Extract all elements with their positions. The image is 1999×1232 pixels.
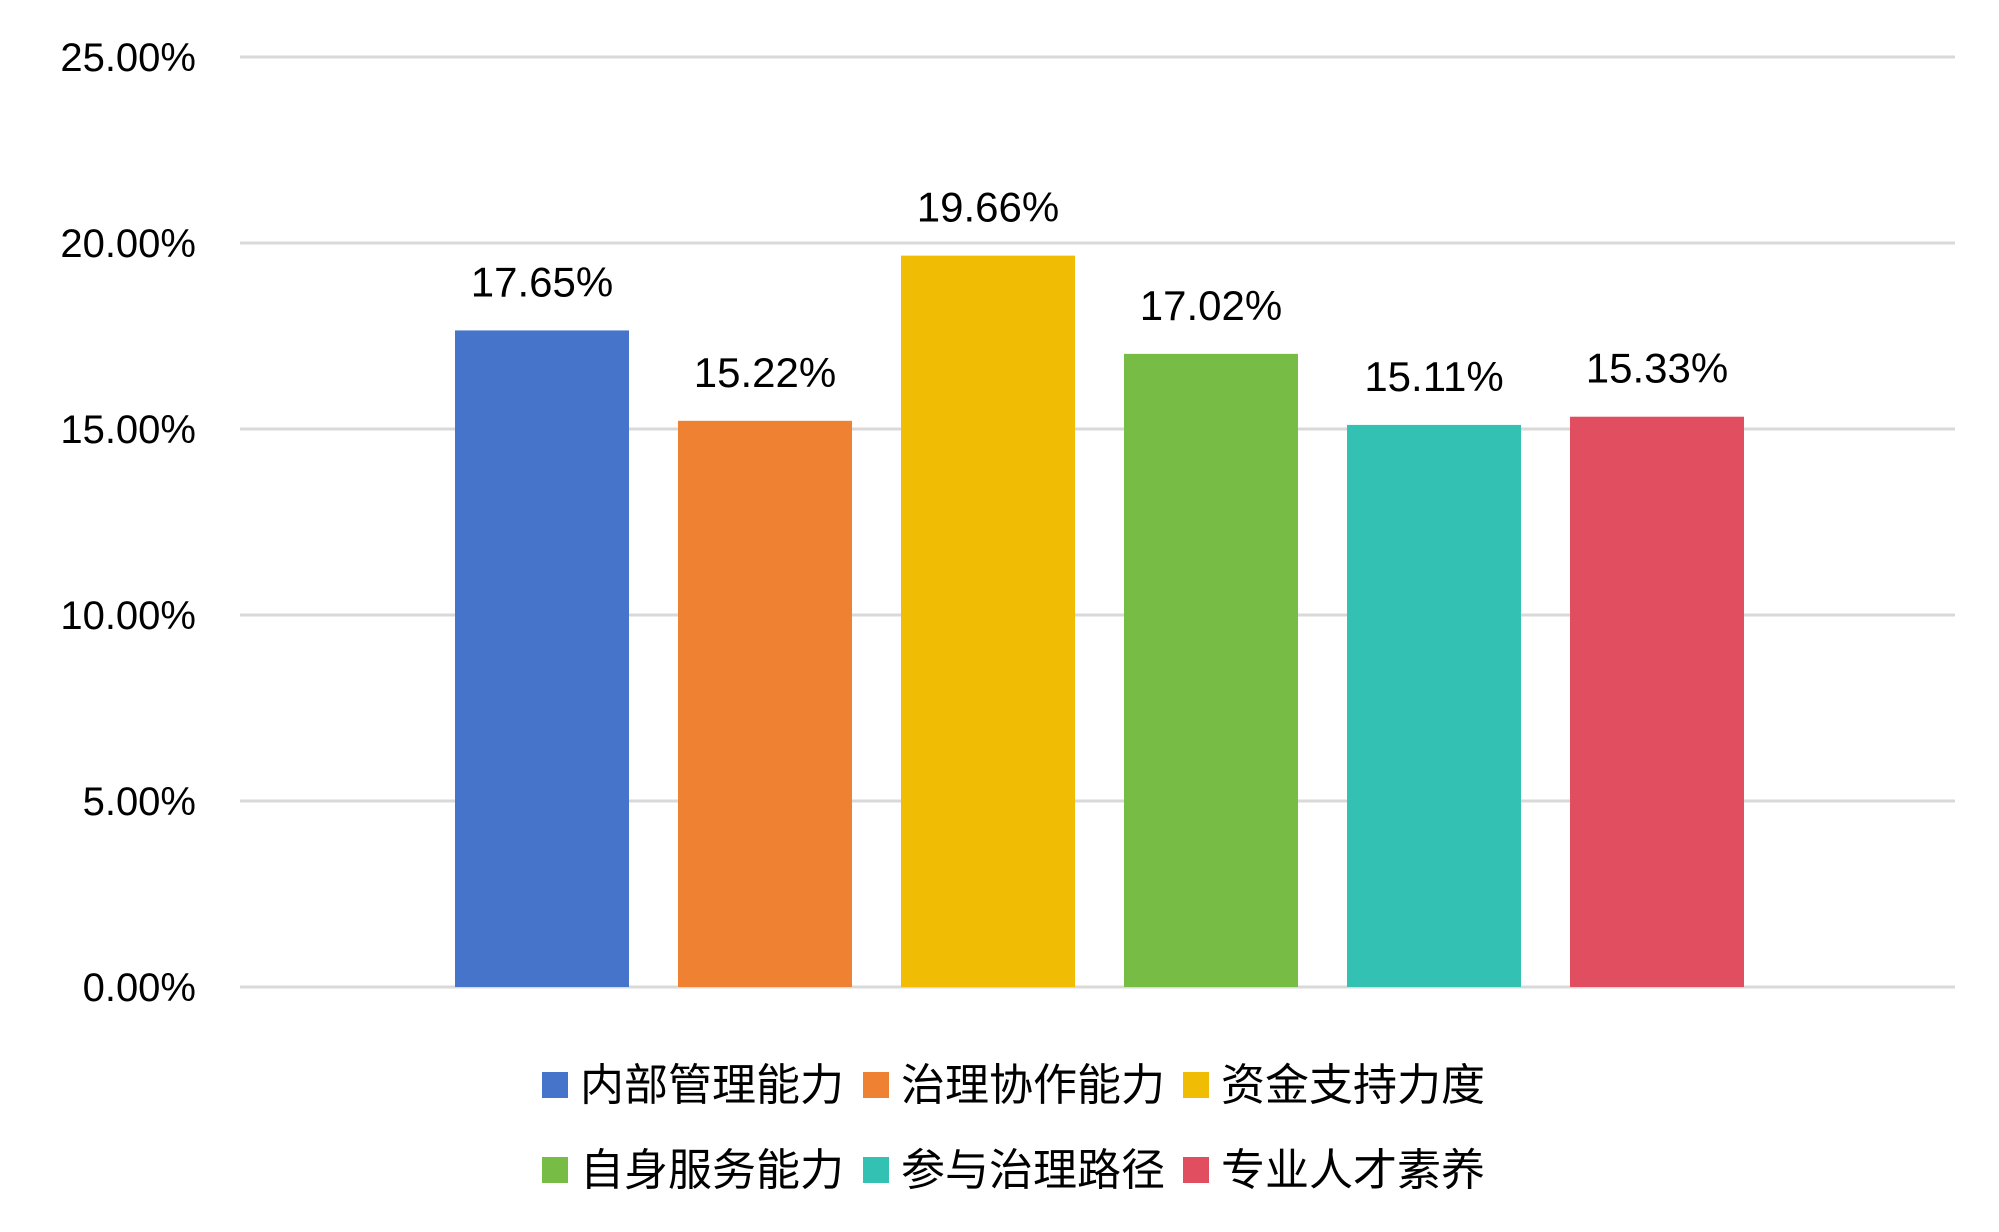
data-label: 15.11% [1364, 353, 1503, 400]
legend-item: 资金支持力度 [1183, 1060, 1485, 1111]
bar [455, 330, 629, 987]
legend-label: 资金支持力度 [1221, 1060, 1485, 1111]
y-axis-tick-labels: 0.00% 5.00% 10.00% 15.00% 20.00% 25.00% [60, 36, 196, 1010]
data-label: 19.66% [917, 184, 1059, 231]
legend-label: 专业人才素养 [1221, 1145, 1485, 1196]
legend-item: 内部管理能力 [542, 1060, 844, 1111]
bar [1570, 416, 1744, 987]
y-tick-label: 25.00% [60, 36, 196, 80]
data-label: 17.02% [1140, 282, 1282, 329]
bar [1347, 424, 1521, 988]
legend-swatch [1183, 1157, 1209, 1183]
bars [455, 255, 1744, 988]
legend-swatch [542, 1157, 568, 1183]
bar [678, 420, 852, 987]
legend-item: 参与治理路径 [863, 1145, 1165, 1196]
data-label: 15.22% [694, 349, 836, 396]
legend-label: 自身服务能力 [580, 1145, 844, 1196]
legend-label: 内部管理能力 [580, 1060, 844, 1111]
y-tick-label: 10.00% [60, 594, 196, 638]
y-tick-label: 20.00% [60, 222, 196, 266]
legend-swatch [1183, 1072, 1209, 1098]
legend-item: 治理协作能力 [863, 1060, 1165, 1111]
legend-item: 自身服务能力 [542, 1145, 844, 1196]
legend-label: 治理协作能力 [901, 1060, 1165, 1111]
data-labels: 17.65% 15.22% 19.66% 17.02% 15.11% 15.33% [471, 184, 1728, 400]
legend-label: 参与治理路径 [901, 1145, 1165, 1196]
legend-swatch [542, 1072, 568, 1098]
bar [901, 255, 1075, 987]
y-tick-label: 5.00% [83, 780, 196, 824]
data-label: 15.33% [1586, 345, 1728, 392]
legend-item: 专业人才素养 [1183, 1145, 1485, 1196]
y-tick-label: 0.00% [83, 966, 196, 1010]
data-label: 17.65% [471, 258, 613, 305]
legend-swatch [863, 1157, 889, 1183]
legend-swatch [863, 1072, 889, 1098]
bar [1124, 353, 1298, 988]
y-tick-label: 15.00% [60, 408, 196, 452]
